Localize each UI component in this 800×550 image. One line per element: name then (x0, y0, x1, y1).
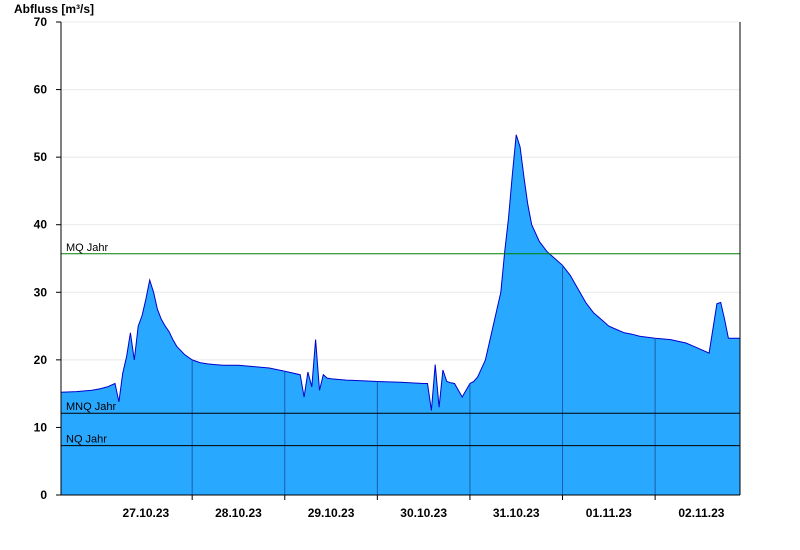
x-tick-label-1: 28.10.23 (215, 506, 262, 520)
ref-label-1: MNQ Jahr (66, 401, 116, 413)
y-tick-label-6: 60 (34, 83, 48, 97)
x-axis-ticks: 27.10.23 28.10.23 29.10.23 30.10.23 31.10.23… (123, 495, 725, 520)
x-tick-label-4: 31.10.23 (493, 506, 540, 520)
day-separator-lines (191, 265, 656, 495)
y-axis-title: Abfluss [m³/s] (14, 2, 94, 16)
discharge-line-0 (60, 134, 740, 411)
discharge-area (60, 134, 740, 496)
x-tick-label-0: 27.10.23 (123, 506, 170, 520)
ref-label-2: NQ Jahr (66, 434, 107, 446)
y-tick-label-7: 70 (34, 15, 48, 29)
x-tick-label-6: 02.11.23 (678, 506, 724, 520)
y-tick-label-2: 20 (34, 353, 48, 367)
reference-lines: MQ Jahr MNQ Jahr NQ Jahr (61, 242, 740, 447)
ref-label-0: MQ Jahr (66, 242, 109, 254)
x-tick-label-2: 29.10.23 (308, 506, 355, 520)
discharge-fill-0 (61, 134, 740, 496)
x-tick-label-3: 30.10.23 (400, 506, 447, 520)
y-tick-label-4: 40 (34, 218, 48, 232)
y-tick-label-1: 10 (34, 420, 48, 434)
y-tick-label-0: 0 (40, 488, 47, 502)
x-tick-label-5: 01.11.23 (586, 506, 632, 520)
y-axis-ticks: 0 10 20 30 40 50 60 70 (34, 15, 61, 502)
y-tick-label-5: 50 (34, 150, 48, 164)
y-tick-label-3: 30 (34, 285, 48, 299)
axes (60, 22, 741, 496)
